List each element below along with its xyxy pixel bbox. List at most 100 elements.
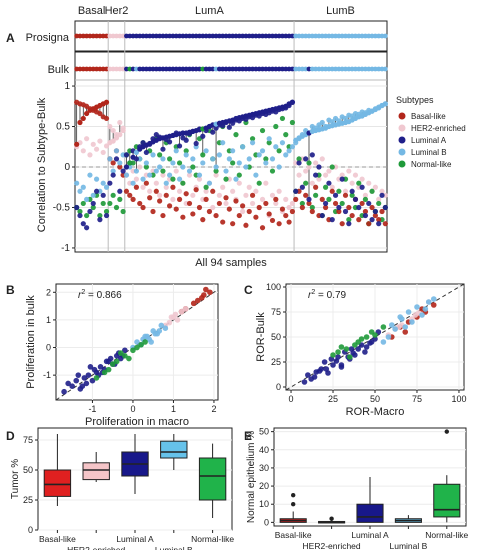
correlation-point [110, 172, 116, 178]
correlation-point [346, 204, 352, 211]
correlation-point [103, 115, 110, 122]
correlation-point [283, 132, 289, 138]
scatter-point [130, 347, 136, 354]
scatter-point [305, 372, 311, 378]
correlation-point [200, 152, 206, 158]
bulk-point [100, 66, 106, 72]
correlation-point [220, 140, 226, 146]
bulk-point [173, 66, 179, 72]
prosigna-point [147, 33, 153, 39]
correlation-point [117, 160, 123, 166]
correlation-point [163, 180, 169, 186]
correlation-point [170, 160, 176, 166]
bulk-point [160, 66, 166, 72]
correlation-point [342, 208, 349, 215]
correlation-point [113, 204, 120, 211]
bulk-point [220, 66, 226, 72]
correlation-point [236, 172, 242, 178]
correlation-point [329, 184, 335, 190]
correlation-point [296, 172, 302, 178]
correlation-point [369, 188, 375, 194]
prosigna-point [177, 33, 182, 39]
prosigna-point [197, 33, 202, 39]
prosigna-point [190, 33, 196, 39]
correlation-point [107, 180, 113, 186]
scatter-point [109, 361, 116, 367]
prosigna-point [266, 33, 272, 39]
correlation-point [259, 196, 266, 202]
correlation-point [193, 187, 199, 193]
prosigna-point [153, 33, 159, 39]
scatter-point [425, 299, 432, 305]
correlation-point [336, 208, 342, 215]
correlation-point [283, 212, 289, 219]
correlation-point [74, 204, 80, 211]
correlation-point [376, 200, 382, 207]
correlation-point [253, 188, 259, 194]
correlation-point [226, 156, 232, 162]
bulk-point [87, 66, 93, 72]
correlation-point [103, 143, 110, 149]
prosigna-point [382, 33, 388, 39]
bulk-point [253, 66, 259, 72]
y-axis-label: ROR-Bulk [255, 312, 267, 362]
scatter-point [101, 369, 108, 376]
correlation-point [303, 192, 309, 198]
bulk-point [263, 66, 269, 72]
correlation-point [266, 136, 272, 142]
subtype-bulk-point [117, 132, 123, 138]
correlation-point [246, 184, 252, 190]
bulk-point [290, 66, 295, 72]
prosigna-point [329, 33, 335, 39]
panel-label: B [6, 283, 15, 297]
correlation-point [107, 156, 113, 162]
correlation-point [372, 212, 378, 219]
correlation-point [246, 208, 252, 215]
correlation-point [263, 200, 269, 207]
correlation-point [77, 208, 83, 215]
correlation-point [226, 206, 232, 212]
r-squared-annotation: r2 = 0.79 [308, 289, 347, 301]
bulk-point [114, 66, 119, 72]
prosigna-point [114, 33, 119, 39]
correlation-point [372, 208, 378, 215]
bulk-point [130, 66, 136, 72]
correlation-point [246, 156, 252, 162]
correlation-point [306, 196, 312, 202]
bulk-point [143, 66, 149, 72]
correlation-point [293, 196, 299, 202]
scatter-point [87, 364, 94, 370]
correlation-point [117, 188, 123, 194]
correlation-point [147, 195, 153, 201]
correlation-point [160, 172, 166, 178]
correlation-point [326, 196, 332, 202]
correlation-point [236, 212, 242, 219]
bulk-point [246, 66, 252, 72]
y-axis-label: Correlation to Subtype-Bulk [36, 97, 48, 232]
prosigna-point [296, 33, 302, 39]
correlation-point [170, 196, 176, 202]
correlation-point [279, 206, 286, 212]
correlation-point [166, 156, 173, 162]
correlation-point [183, 191, 189, 197]
prosigna-point [170, 33, 176, 39]
bulk-point [256, 66, 262, 72]
correlation-point [166, 203, 173, 209]
prosigna-point [359, 33, 365, 39]
correlation-point [107, 200, 113, 207]
bulk-point [210, 66, 216, 72]
correlation-point [249, 192, 256, 198]
correlation-point [356, 204, 362, 211]
r-symbol: r [78, 290, 82, 301]
bulk-point [336, 66, 342, 72]
correlation-point [269, 192, 276, 198]
scatter-point [419, 312, 425, 318]
x-tick-label: 0 [130, 404, 135, 414]
box [433, 483, 461, 518]
correlation-point [379, 208, 385, 215]
correlation-point [103, 212, 110, 219]
correlation-point [130, 180, 136, 186]
prosigna-point [223, 33, 229, 39]
prosigna-point [363, 33, 368, 39]
